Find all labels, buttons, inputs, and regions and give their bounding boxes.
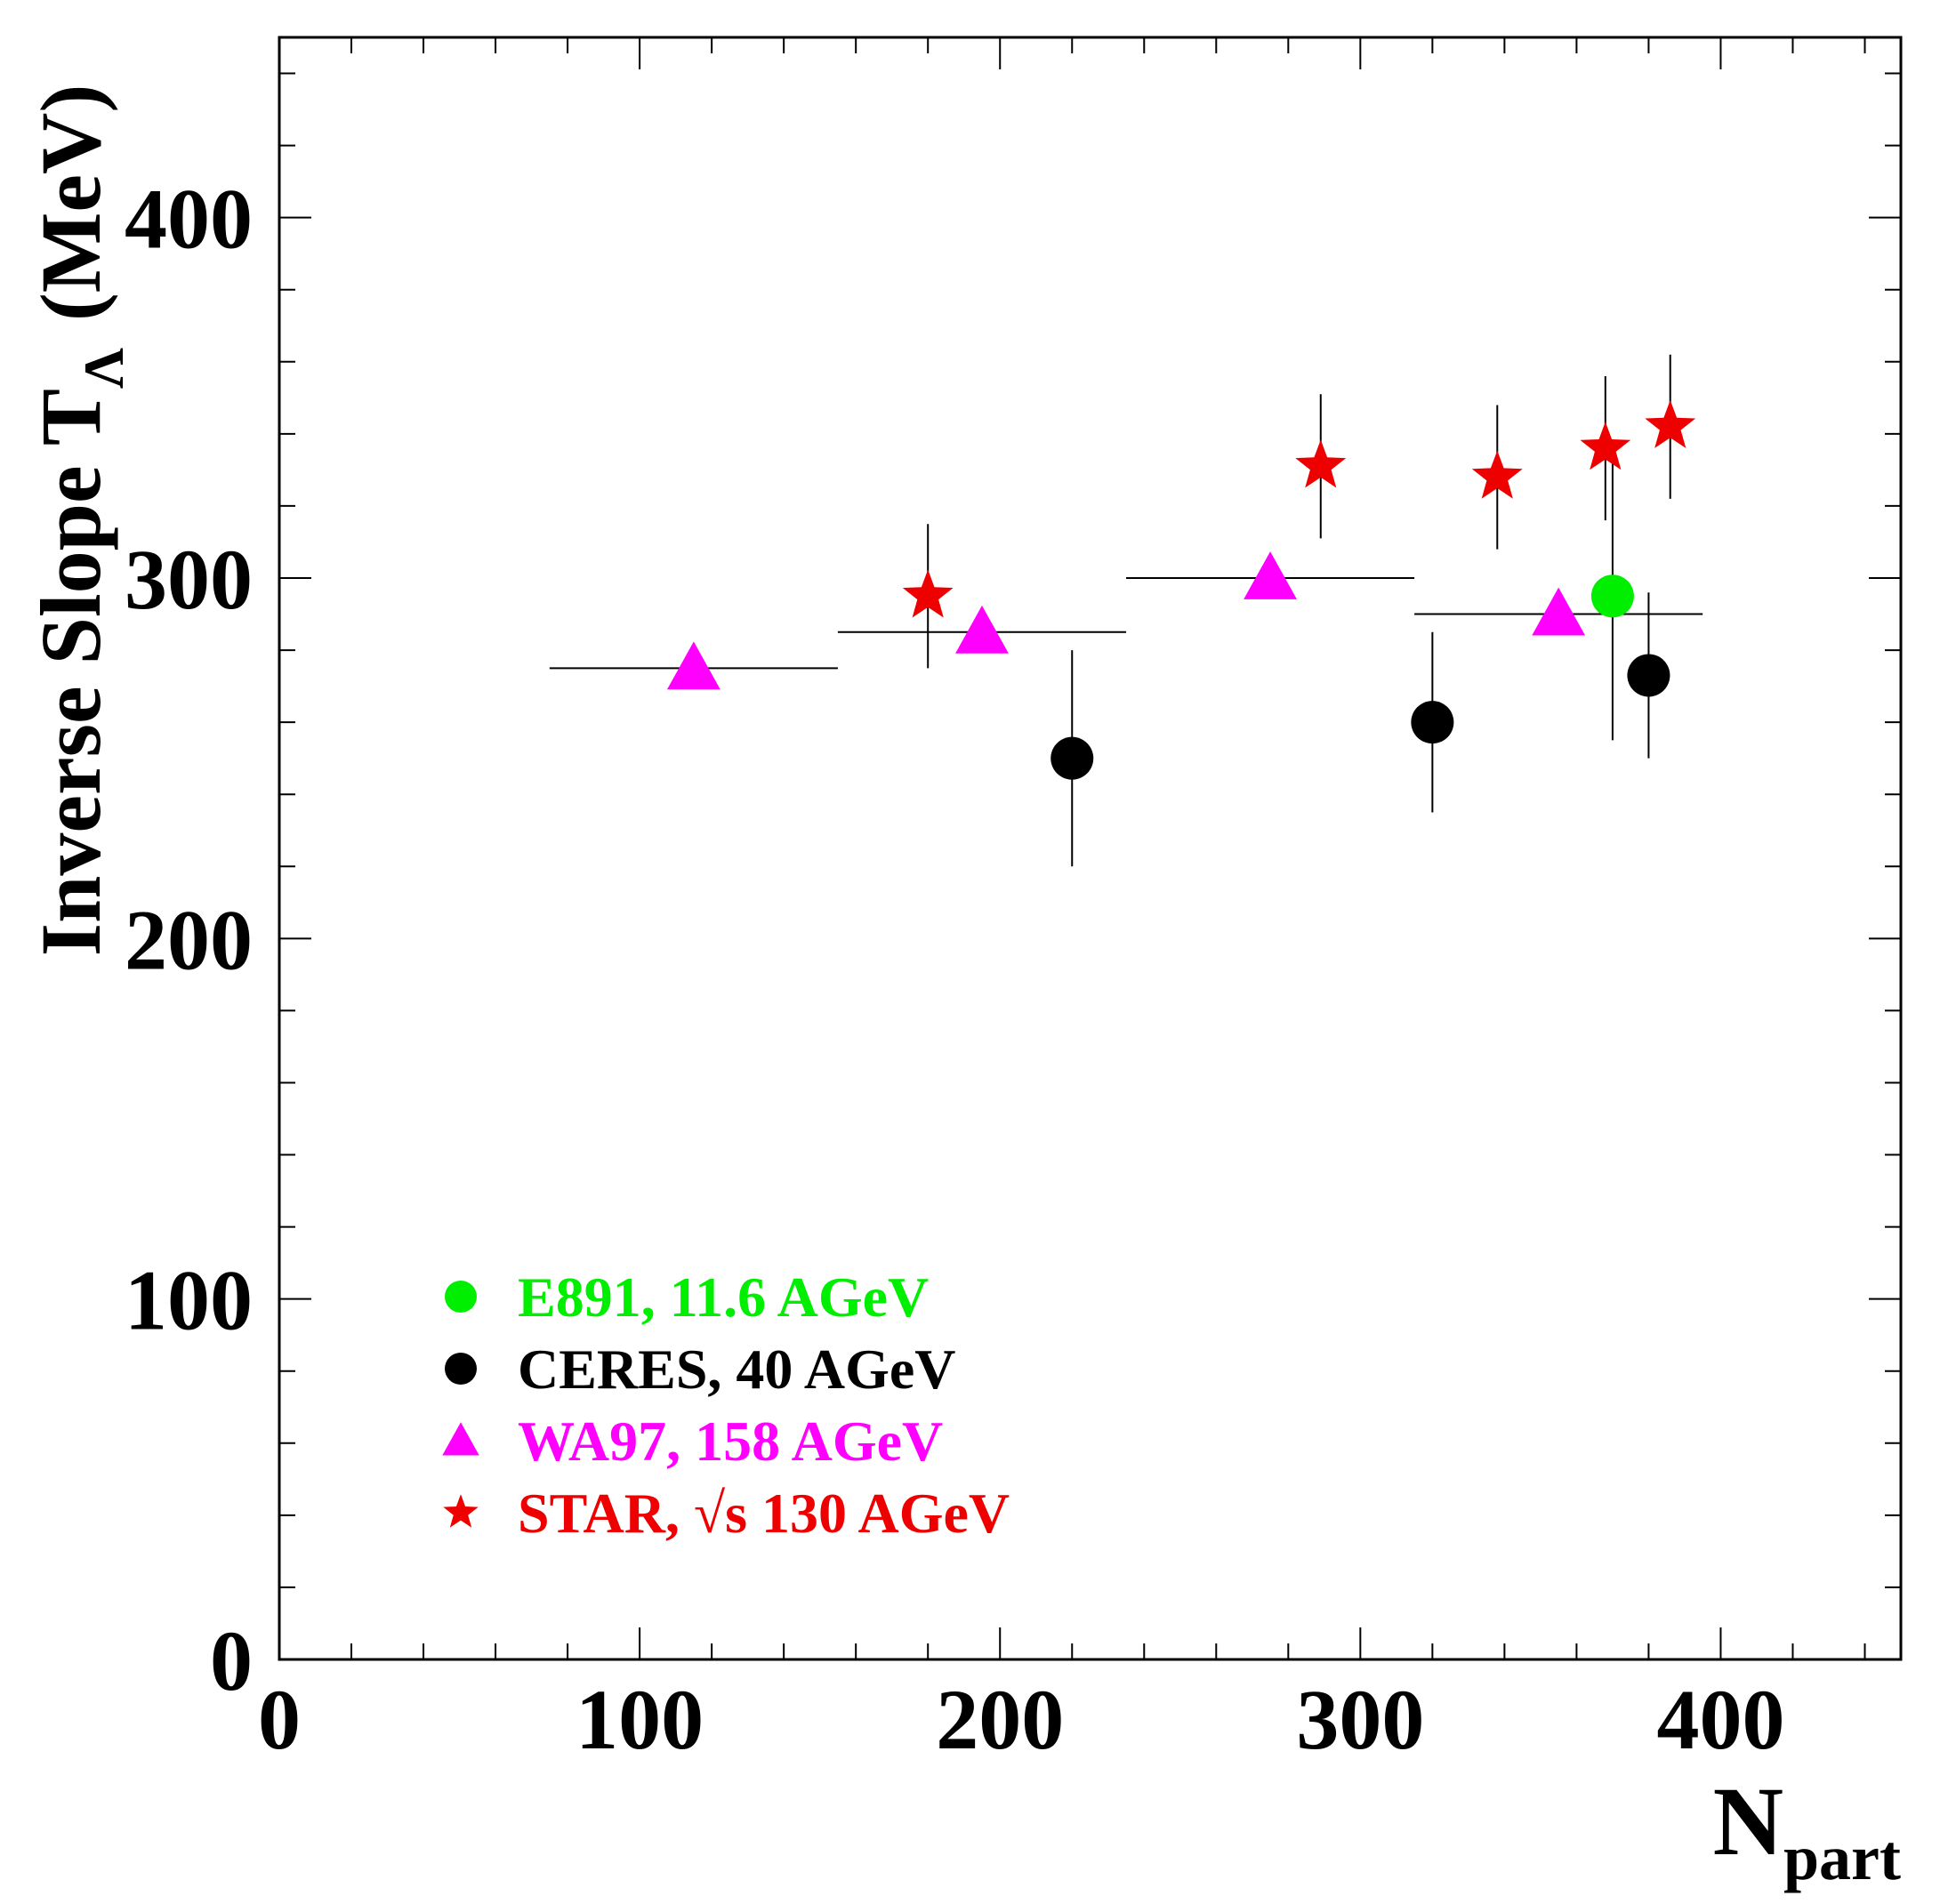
y-axis-title: Inverse Slope TΛ(MeV) (23, 84, 135, 957)
plot-frame (278, 36, 1903, 1661)
circle-marker (1411, 701, 1454, 744)
star-marker (1645, 399, 1696, 448)
legend-label: CERES, 40 AGeV (518, 1338, 956, 1401)
data-markers (666, 399, 1696, 780)
y-tick-label: 400 (125, 172, 253, 267)
x-tick-label: 200 (936, 1672, 1064, 1767)
x-tick-label: 0 (258, 1672, 301, 1767)
legend-label: WA97, 158 AGeV (518, 1410, 943, 1473)
y-tick-label: 100 (125, 1253, 253, 1348)
y-tick-label: 0 (210, 1613, 253, 1708)
y-tick-label: 200 (125, 892, 253, 987)
x-axis-title: Npart (1713, 1767, 1901, 1893)
legend: E891, 11.6 AGeV CERES, 40 AGeV WA97, 158 A… (442, 1265, 1010, 1545)
legend-symbol (442, 1422, 479, 1456)
x-tick-label: 100 (576, 1672, 704, 1767)
circle-marker (1590, 574, 1634, 618)
error-bars (549, 354, 1703, 867)
y-tick-label: 300 (125, 532, 253, 627)
star-marker (1295, 439, 1347, 488)
circle-marker (1627, 654, 1670, 697)
circle-marker (1050, 736, 1094, 780)
legend-label: STAR, √s 130 AGeV (518, 1482, 1010, 1545)
star-marker (1580, 422, 1631, 470)
x-tick-label: 300 (1296, 1672, 1424, 1767)
triangle-marker (955, 605, 1009, 654)
axis-ticks (278, 37, 1901, 1660)
legend-symbol (445, 1353, 477, 1385)
legend-symbol (443, 1494, 479, 1528)
legend-label: E891, 11.6 AGeV (518, 1265, 929, 1329)
triangle-marker (1532, 587, 1586, 636)
star-marker (1471, 450, 1523, 499)
legend-symbol (445, 1281, 477, 1313)
x-tick-label: 400 (1656, 1672, 1784, 1767)
star-marker (902, 569, 954, 618)
triangle-marker (666, 641, 720, 690)
triangle-marker (1244, 551, 1297, 599)
axis-tick-labels: 0 100 200 300 400 0 100 200 300 400 (125, 172, 1784, 1767)
